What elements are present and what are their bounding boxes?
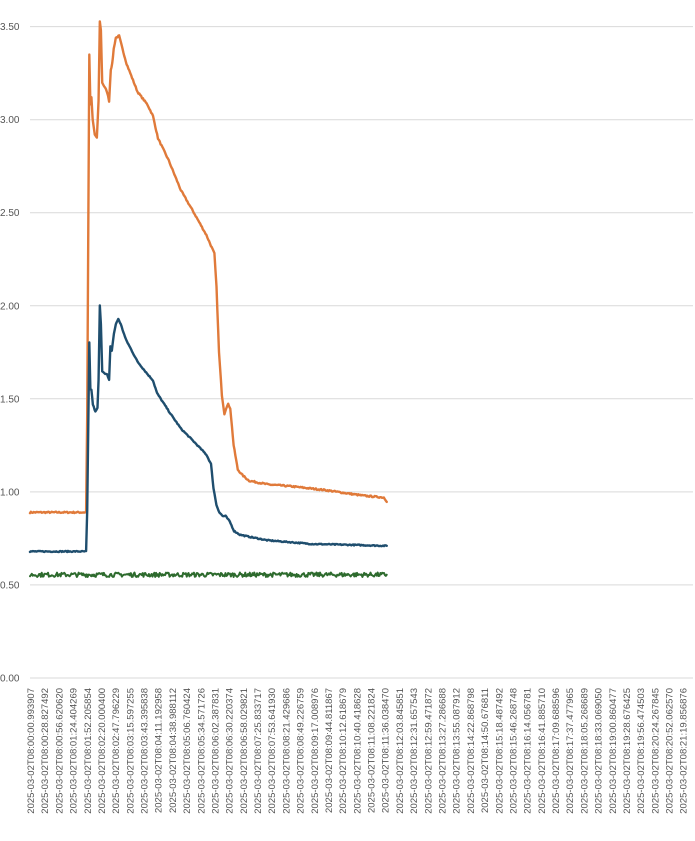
x-axis-ticks: 2025-03-02T08:00:00.993907 2025-03-02T08:… — [26, 688, 690, 814]
grid-layer — [30, 26, 693, 679]
y-tick-label: 3.50 — [0, 22, 20, 33]
x-tick-label: 2025-03-02T08:07:53.641930 — [267, 688, 278, 814]
x-tick-label: 2025-03-02T08:21:19.856876 — [679, 688, 690, 814]
y-tick-label: 0.00 — [0, 674, 20, 685]
x-tick-label: 2025-03-02T08:02:47.796229 — [111, 688, 122, 814]
x-tick-label: 2025-03-02T08:17:37.477965 — [565, 688, 576, 814]
y-tick-label: 2.50 — [0, 208, 20, 219]
y-tick-label: 1.50 — [0, 394, 20, 405]
x-tick-label: 2025-03-02T08:05:34.571726 — [196, 688, 207, 814]
x-tick-label: 2025-03-02T08:04:38.988112 — [168, 688, 179, 813]
x-tick-label: 2025-03-02T08:18:33.069050 — [594, 688, 605, 814]
x-tick-label: 2025-03-02T08:09:44.811867 — [324, 688, 335, 813]
x-tick-label: 2025-03-02T08:08:49.226759 — [296, 688, 307, 814]
x-tick-label: 2025-03-02T08:12:31.657543 — [409, 688, 420, 814]
x-tick-label: 2025-03-02T08:07:25.833717 — [253, 688, 264, 814]
x-tick-label: 2025-03-02T08:19:28.676425 — [622, 688, 633, 814]
series-line-2 — [28, 304, 388, 554]
y-tick-label: 1.00 — [0, 487, 20, 498]
x-tick-label: 2025-03-02T08:03:43.395838 — [140, 688, 151, 814]
x-tick-label: 2025-03-02T08:06:58.029821 — [239, 688, 250, 814]
y-axis-ticks: 0.00 0.50 1.00 1.50 2.00 2.50 3.00 3.50 — [0, 22, 20, 684]
x-tick-label: 2025-03-02T08:10:40.418628 — [352, 688, 363, 814]
x-tick-label: 2025-03-02T08:01:52.205854 — [83, 688, 94, 814]
x-tick-label: 2025-03-02T08:12:59.471872 — [423, 688, 434, 814]
series-layer — [28, 20, 388, 578]
series-line-3 — [29, 571, 388, 578]
x-tick-label: 2025-03-02T08:12:03.845851 — [395, 688, 406, 814]
x-tick-label: 2025-03-02T08:10:12.618679 — [338, 688, 349, 814]
x-tick-label: 2025-03-02T08:13:27.286688 — [438, 688, 449, 814]
x-tick-label: 2025-03-02T08:17:09.688596 — [551, 688, 562, 814]
x-tick-label: 2025-03-02T08:19:56.474503 — [636, 688, 647, 814]
x-tick-label: 2025-03-02T08:20:24.267845 — [650, 688, 661, 814]
x-tick-label: 2025-03-02T08:20:52.062570 — [665, 688, 676, 814]
x-tick-label: 2025-03-02T08:15:18.487492 — [494, 688, 505, 814]
x-tick-label: 2025-03-02T08:02:20.000400 — [97, 688, 108, 814]
x-tick-label: 2025-03-02T08:11:36.038470 — [381, 688, 392, 813]
y-tick-label: 2.00 — [0, 301, 20, 312]
x-tick-label: 2025-03-02T08:16:14.056781 — [523, 688, 534, 814]
x-tick-label: 2025-03-02T08:01:24.404269 — [69, 688, 80, 814]
x-tick-label: 2025-03-02T08:13:55.087912 — [452, 688, 463, 814]
x-tick-label: 2025-03-02T08:18:05.268689 — [579, 688, 590, 814]
series-line-1 — [28, 20, 388, 515]
x-tick-label: 2025-03-02T08:15:46.268748 — [509, 688, 520, 814]
x-tick-label: 2025-03-02T08:00:56.620620 — [54, 688, 65, 814]
x-tick-label: 2025-03-02T08:19:00.860477 — [608, 688, 619, 814]
x-tick-label: 2025-03-02T08:09:17.008976 — [310, 688, 321, 814]
x-tick-label: 2025-03-02T08:16:41.885710 — [537, 688, 548, 814]
x-tick-label: 2025-03-02T08:14:22.868798 — [466, 688, 477, 814]
y-tick-label: 0.50 — [0, 580, 20, 591]
x-tick-label: 2025-03-02T08:14:50.676811 — [480, 688, 491, 813]
x-tick-label: 2025-03-02T08:00:28.827492 — [40, 688, 51, 814]
x-tick-label: 2025-03-02T08:11:08.221824 — [367, 688, 378, 813]
x-tick-label: 2025-03-02T08:06:02.387831 — [211, 688, 222, 814]
x-tick-label: 2025-03-02T08:06:30.220374 — [225, 688, 236, 814]
x-tick-label: 2025-03-02T08:08:21.429686 — [281, 688, 292, 814]
y-tick-label: 3.00 — [0, 115, 20, 126]
x-tick-label: 2025-03-02T08:03:15.597255 — [125, 688, 136, 814]
x-tick-label: 2025-03-02T08:00:00.993907 — [26, 688, 37, 814]
x-tick-label: 2025-03-02T08:05:06.760424 — [182, 688, 193, 814]
x-tick-label: 2025-03-02T08:04:11.192958 — [154, 688, 165, 813]
